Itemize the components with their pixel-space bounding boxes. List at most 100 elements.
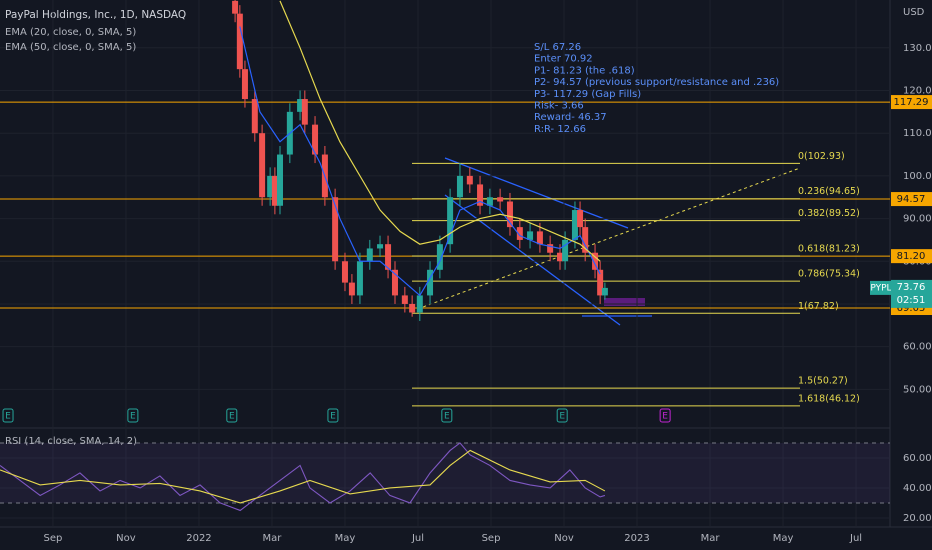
candle-body	[571, 210, 578, 240]
annotation-line: P1- 81.23 (the .618)	[534, 65, 635, 76]
y-tick-label: 60.00	[903, 453, 932, 464]
fib-label: 1.5(50.27)	[798, 376, 848, 387]
series-line	[279, 0, 601, 262]
event-label: E	[662, 412, 668, 422]
candle-body	[312, 124, 319, 155]
event-label: E	[5, 412, 11, 422]
candle-body	[301, 99, 308, 125]
y-tick-label: 60.00	[903, 342, 932, 353]
event-marker	[441, 408, 453, 423]
candle-body	[385, 244, 392, 270]
candle-body	[366, 248, 373, 262]
currency: USD	[903, 7, 925, 18]
candle-body	[497, 197, 504, 202]
annotation-line: S/L 67.26	[534, 42, 581, 53]
level-label: 94.57	[897, 194, 926, 205]
candle-body	[377, 244, 384, 249]
candle-body	[456, 175, 463, 198]
candle-body	[341, 261, 348, 283]
trend-line	[411, 167, 801, 312]
y-tick-label: 120.00	[903, 86, 932, 97]
level-badge	[891, 192, 932, 207]
candle-body	[391, 269, 398, 296]
fib-label: 0.618(81.23)	[798, 244, 860, 255]
series-line	[0, 442, 606, 512]
candle-body	[232, 0, 239, 14]
legend-entry: EMA (20, close, 0, SMA, 5)	[5, 27, 136, 38]
price-badge	[891, 279, 932, 308]
candle-body	[241, 69, 248, 100]
event-marker	[659, 408, 671, 423]
candle-body	[516, 227, 523, 240]
candle-body	[582, 227, 589, 253]
level-label: 117.29	[894, 97, 929, 108]
annotation-line: P3- 117.29 (Gap Fills)	[534, 89, 641, 100]
event-marker	[556, 408, 568, 423]
candle-body	[409, 303, 416, 313]
channel-top	[444, 157, 629, 229]
event-marker	[226, 408, 238, 423]
x-tick-label: Jul	[849, 533, 862, 544]
candle-body	[276, 154, 283, 206]
event-label: E	[229, 412, 235, 422]
x-tick-label: Nov	[554, 533, 574, 544]
series-line	[239, 26, 601, 297]
annotation-line: P2- 94.57 (previous support/resistance a…	[534, 77, 779, 88]
countdown-label: 02:51	[897, 295, 926, 306]
event-label: E	[559, 412, 565, 422]
level-label: 69.05	[897, 303, 926, 314]
rsi-band-fill	[0, 442, 890, 503]
candle-body	[332, 197, 339, 262]
candle-body	[236, 13, 243, 70]
annotation-line: Risk- 3.66	[534, 101, 584, 112]
channel-bottom	[444, 194, 621, 326]
drawings	[0, 0, 890, 527]
target-box	[604, 298, 645, 306]
candle-body	[562, 239, 569, 262]
level-badge	[891, 95, 932, 110]
event-marker	[127, 408, 139, 423]
y-tick-label: 110.00	[903, 128, 932, 139]
legend-entry: RSI (14, close, SMA, 14, 2)	[5, 436, 137, 447]
series-line	[0, 449, 606, 504]
level-badge	[891, 249, 932, 264]
x-tick-label: Sep	[44, 533, 63, 544]
y-tick-label: 40.00	[903, 483, 932, 494]
y-tick-label: 20.00	[903, 513, 932, 524]
candle-body	[486, 197, 493, 206]
candle-body	[348, 282, 355, 296]
fib-label: 1.618(46.12)	[798, 393, 860, 404]
price-label: 73.76	[897, 282, 926, 293]
candle-body	[597, 269, 604, 296]
candle-body	[547, 244, 554, 253]
candle-body	[267, 175, 274, 198]
x-tick-label: May	[773, 533, 794, 544]
candle-body	[436, 244, 443, 270]
candle-body	[536, 231, 543, 245]
level-label: 81.20	[897, 251, 926, 262]
candle-body	[577, 210, 584, 228]
candle-body	[297, 99, 304, 112]
symbol-badge	[870, 280, 892, 295]
candle-body	[356, 261, 363, 296]
event-label: E	[444, 412, 450, 422]
candle-body	[427, 269, 434, 296]
candle-body	[271, 175, 278, 206]
candle-body	[556, 252, 563, 262]
candle-body	[251, 99, 258, 134]
event-marker	[2, 408, 14, 423]
x-tick-label: May	[335, 533, 356, 544]
symbol-label: PYPL	[870, 283, 891, 293]
annotation-line: R:R- 12.66	[534, 124, 586, 135]
candle-body	[527, 231, 534, 240]
chart-title: PayPal Holdings, Inc., 1D, NASDAQ	[5, 9, 186, 21]
x-tick-label: 2022	[186, 533, 211, 544]
candle-body	[416, 295, 423, 313]
y-tick-label: 50.00	[903, 384, 932, 395]
candle-body	[506, 201, 513, 228]
event-marker	[327, 408, 339, 423]
candle-body	[401, 295, 408, 304]
candle-body	[466, 175, 473, 185]
x-tick-label: Jul	[411, 533, 424, 544]
